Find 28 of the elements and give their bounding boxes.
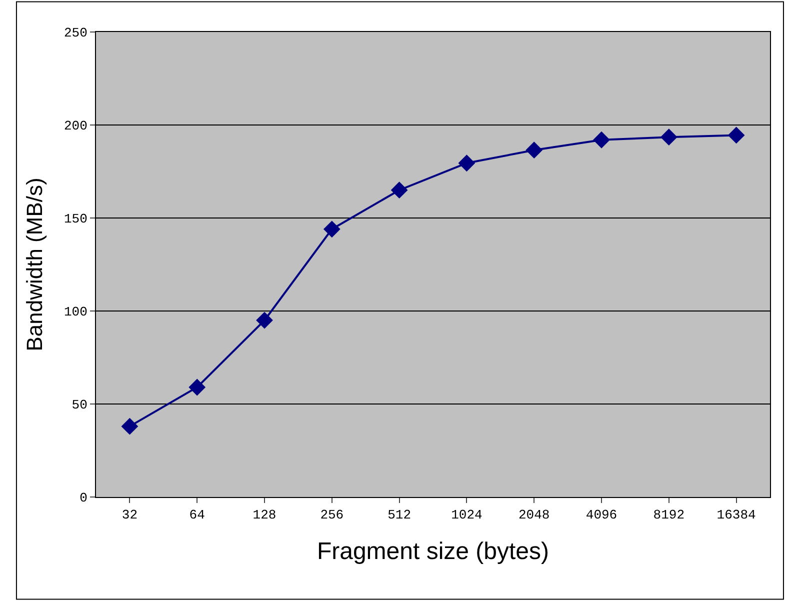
point [390, 182, 408, 199]
y-axis-title: Bandwidth (MB/s) [22, 178, 47, 352]
x-tick-label: 128 [252, 508, 276, 523]
x-tick-label: 8192 [653, 508, 685, 523]
x-tick-label: 2048 [518, 508, 550, 523]
point [660, 128, 678, 146]
x-tick-label: 512 [388, 508, 412, 523]
point [593, 131, 610, 148]
x-tick-label: 64 [189, 508, 206, 523]
x-tick-label: 16384 [716, 508, 756, 523]
point [323, 220, 340, 238]
x-tick-label: 4096 [586, 508, 618, 523]
point [188, 378, 206, 396]
point [458, 154, 476, 172]
point [526, 142, 543, 159]
y-tick-label: 250 [64, 26, 88, 41]
point [121, 418, 138, 435]
y-tick-label: 100 [64, 304, 88, 320]
point [728, 126, 745, 144]
y-tick-label: 150 [64, 212, 88, 227]
x-tick-label: 1024 [451, 508, 482, 523]
x-axis-title: Fragment size (bytes) [316, 538, 550, 565]
point [256, 312, 273, 329]
y-tick-label: 0 [80, 490, 88, 506]
y-tick-label: 200 [64, 118, 88, 134]
x-tick-label: 32 [122, 508, 138, 523]
y-tick-label: 50 [72, 398, 88, 413]
x-tick-label: 256 [320, 508, 344, 523]
